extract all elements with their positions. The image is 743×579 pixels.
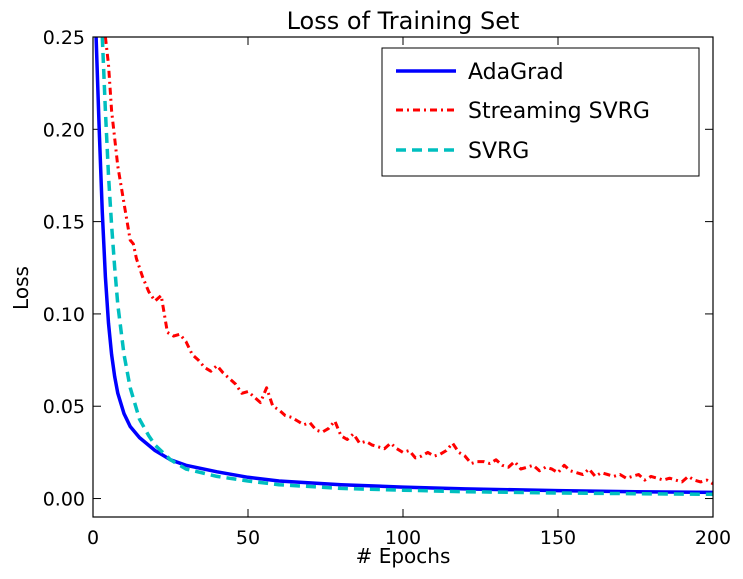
x-tick-label: 200 bbox=[695, 527, 731, 549]
x-axis-label: # Epochs bbox=[356, 544, 451, 568]
x-tick-label: 50 bbox=[236, 527, 260, 549]
plot-series bbox=[94, 37, 713, 497]
chart-title: Loss of Training Set bbox=[287, 7, 520, 35]
axis-ticks: 0 50 100 150 200 0.00 0.05 0.10 0.15 0.20 0.25 bbox=[43, 27, 731, 549]
x-tick-label: 100 bbox=[385, 527, 421, 549]
legend-label-streaming-svrg: Streaming SVRG bbox=[468, 99, 650, 124]
legend-label-svrg: SVRG bbox=[468, 139, 529, 164]
x-tick-label: 150 bbox=[540, 527, 576, 549]
series-line-svrg bbox=[100, 37, 713, 497]
x-tick-label: 0 bbox=[87, 527, 99, 549]
y-tick-label: 0.15 bbox=[43, 212, 85, 234]
y-tick-label: 0.25 bbox=[43, 27, 85, 49]
legend-label-adagrad: AdaGrad bbox=[468, 60, 564, 85]
y-tick-label: 0.10 bbox=[43, 304, 85, 326]
legend: AdaGrad Streaming SVRG SVRG bbox=[381, 47, 700, 177]
series-line-adagrad bbox=[94, 37, 713, 495]
y-tick-label: 0.00 bbox=[43, 489, 85, 511]
plot-frame bbox=[92, 36, 714, 518]
y-tick-label: 0.05 bbox=[43, 396, 85, 418]
y-tick-label: 0.20 bbox=[43, 119, 85, 141]
series-line-streaming-svrg bbox=[103, 37, 713, 486]
y-axis-label: Loss bbox=[9, 266, 33, 310]
